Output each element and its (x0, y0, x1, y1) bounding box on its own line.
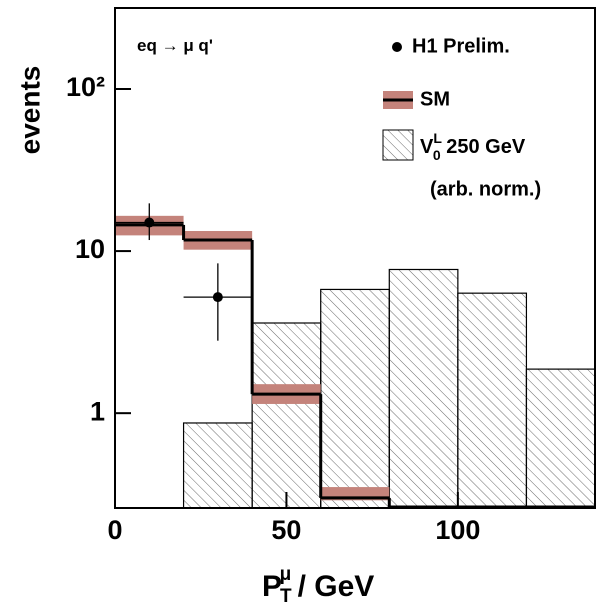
legend-note: (arb. norm.) (430, 178, 541, 200)
y-tick-label: 10 (75, 234, 105, 264)
hist-bar (320, 288, 390, 508)
hist-bar (457, 292, 528, 508)
plot-area (115, 203, 595, 508)
data-point (144, 217, 155, 228)
legend-marker (392, 42, 402, 52)
legend-swatch (382, 129, 414, 161)
legend-label: H1 Prelim. (412, 35, 510, 57)
hist-bar (388, 268, 459, 508)
frame (114, 7, 596, 509)
data-point (212, 292, 223, 303)
y-tick-label: 1 (90, 396, 105, 426)
x-axis-label: PTμ / GeV (262, 564, 374, 607)
hist-bar (251, 322, 322, 508)
y-tick-label: 10² (66, 72, 105, 102)
annotation: eq → μ q' (137, 36, 213, 55)
y-axis-label: events (14, 66, 45, 155)
x-tick-label: 0 (107, 515, 122, 545)
legend-label: SM (420, 88, 450, 110)
x-tick-label: 50 (271, 515, 301, 545)
legend-label: VL 0 250 GeV (420, 130, 526, 163)
x-tick-label: 100 (435, 515, 480, 545)
legend: H1 Prelim. SM VL 0 250 GeV (arb. norm.) (382, 35, 541, 200)
hist-bar (182, 422, 253, 508)
hist-bar (525, 368, 595, 508)
